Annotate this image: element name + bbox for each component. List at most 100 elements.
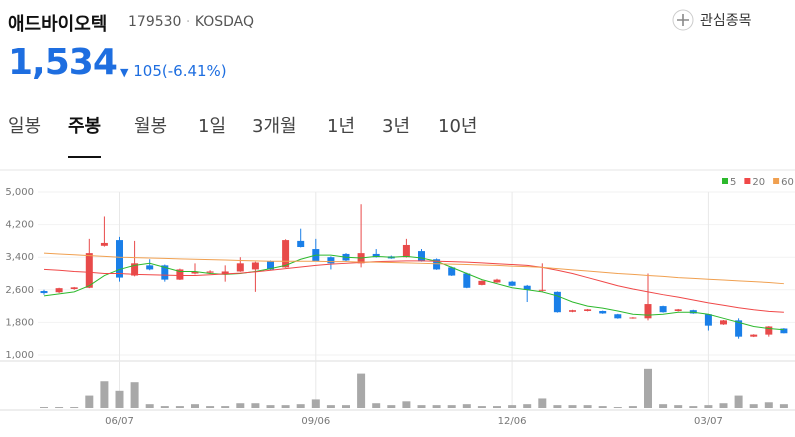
volume-bar	[704, 405, 713, 408]
period-tab[interactable]: 3개월	[252, 116, 297, 137]
market: KOSDAQ	[194, 14, 255, 30]
period-tab[interactable]: 주봉	[68, 112, 102, 158]
candle-body	[116, 240, 123, 278]
volume-bar	[251, 403, 260, 408]
candle-body	[433, 259, 441, 270]
volume-bar	[145, 404, 154, 408]
period-tab[interactable]: 3년	[382, 116, 411, 137]
y-tick-label: 1,000	[5, 350, 34, 361]
volume-bar	[357, 373, 366, 408]
volume-bar	[236, 403, 245, 408]
candle-body	[780, 328, 788, 334]
volume-bar	[749, 404, 758, 408]
volume-bar	[175, 406, 184, 408]
volume-bar	[493, 406, 501, 408]
volume-bar	[311, 399, 320, 408]
volume-bar	[130, 382, 139, 408]
stock-name: 애드바이오텍	[8, 14, 108, 35]
volume-bar	[613, 407, 622, 408]
candle-body	[765, 326, 773, 335]
volume-bar	[342, 405, 350, 408]
legend-label: 60	[781, 177, 794, 188]
ma-line	[43, 252, 784, 285]
volume-bar	[508, 405, 517, 408]
period-tab[interactable]: 월봉	[134, 116, 168, 137]
y-tick-label: 4,200	[5, 220, 34, 231]
y-tick-label: 2,600	[5, 285, 34, 296]
candle-body	[372, 253, 380, 258]
volume-bar	[266, 405, 275, 408]
period-tab[interactable]: 1일	[198, 116, 227, 137]
volume-bar	[538, 398, 547, 408]
change: ▼ 105(-6.41%)	[120, 62, 227, 80]
candle-body	[236, 263, 244, 272]
period-tab[interactable]: 일봉	[8, 116, 42, 137]
volume-bar	[674, 405, 683, 408]
candle-body	[131, 263, 139, 276]
volume-bar	[447, 405, 456, 408]
ma-line	[43, 254, 784, 331]
volume-bar	[689, 406, 698, 408]
candle-body	[750, 334, 758, 337]
legend-label: 5	[730, 177, 736, 188]
watch-button[interactable]: 관심종목	[672, 9, 752, 31]
candle-body	[176, 269, 184, 280]
volume-bar	[568, 405, 577, 408]
candle-body	[614, 314, 622, 319]
candle-body	[418, 251, 425, 262]
price: 1,534	[8, 42, 118, 83]
candle-body	[402, 244, 410, 258]
legend-label: 20	[752, 177, 765, 188]
candle-body	[508, 281, 516, 286]
y-tick-label: 3,400	[5, 252, 34, 263]
x-tick-label: 03/07	[694, 416, 723, 427]
volume-bar	[191, 404, 199, 408]
volume-bar	[628, 406, 637, 408]
volume-bar	[734, 395, 743, 408]
candle-body	[161, 265, 169, 280]
volume-bar	[764, 402, 773, 408]
candle-body	[297, 240, 305, 248]
candle-body	[629, 317, 637, 319]
legend-swatch	[773, 178, 780, 184]
volume-bar	[477, 406, 486, 408]
x-tick-label: 12/06	[498, 416, 527, 427]
candle-body	[659, 306, 667, 313]
volume-bar	[659, 404, 668, 408]
volume-bar	[583, 405, 592, 408]
volume-bar	[553, 405, 562, 408]
volume-bar	[281, 405, 290, 408]
candle-body	[55, 288, 63, 293]
volume-bar	[779, 404, 788, 408]
x-tick-label: 06/07	[105, 416, 134, 427]
volume-bar	[417, 405, 426, 408]
candle-body	[251, 262, 259, 270]
volume-bar	[55, 407, 64, 408]
volume-bar	[598, 406, 607, 408]
volume-bar	[221, 406, 230, 408]
candle-body	[735, 320, 743, 337]
volume-bar	[326, 405, 335, 408]
watch-label: 관심종목	[700, 13, 752, 29]
change-value: 105(-6.41%)	[133, 62, 227, 80]
ma-line	[43, 260, 784, 313]
y-tick-label: 5,000	[5, 187, 34, 198]
volume-bar	[402, 401, 411, 408]
candle-body	[85, 253, 93, 288]
volume-bar	[100, 381, 109, 408]
candle-body	[146, 265, 154, 270]
period-tab[interactable]: 1년	[327, 116, 356, 137]
period-tab[interactable]: 10년	[438, 116, 478, 137]
candle-body	[221, 271, 229, 274]
candle-body	[70, 287, 78, 289]
volume-bar	[523, 404, 532, 408]
volume-bar	[70, 407, 79, 408]
candle-body	[463, 273, 471, 288]
candle-body	[523, 285, 531, 290]
legend-swatch	[744, 178, 751, 184]
period-tabs: 일봉 주봉 월봉 1일 3개월 1년 3년 10년	[0, 112, 795, 158]
volume-bar	[40, 407, 48, 408]
candle-body	[448, 267, 456, 276]
candle-body	[100, 242, 108, 246]
